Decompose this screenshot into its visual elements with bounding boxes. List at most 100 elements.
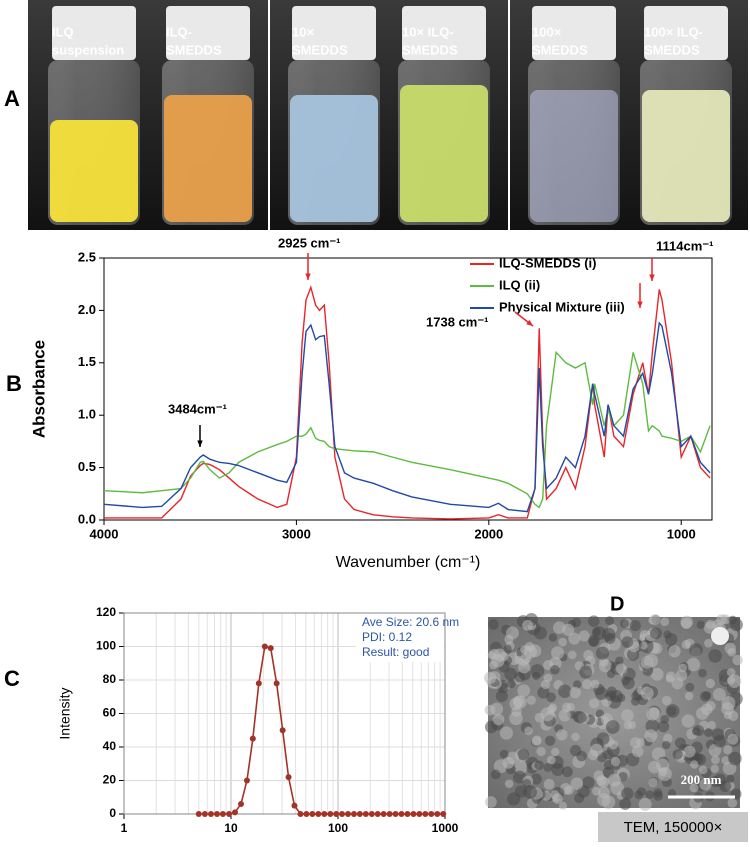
particle — [513, 695, 525, 707]
y-tick-label: 0.0 — [78, 511, 96, 526]
y-tick-label: 1.0 — [78, 407, 96, 422]
particle — [644, 729, 658, 743]
particle — [615, 663, 627, 675]
particle — [558, 801, 568, 810]
data-point — [333, 811, 340, 817]
particle — [636, 738, 645, 747]
particle — [657, 720, 670, 733]
data-point — [416, 811, 423, 817]
x-tick-label: 3000 — [282, 526, 311, 541]
particle — [672, 749, 683, 760]
particle — [550, 790, 560, 800]
plot-frame — [123, 612, 446, 815]
particle — [689, 783, 699, 793]
data-point — [440, 811, 447, 817]
vial-label: 100× — [532, 24, 562, 39]
particle — [721, 702, 734, 716]
data-point — [219, 811, 226, 817]
particle — [686, 657, 701, 672]
particle — [523, 645, 537, 659]
particle — [504, 779, 514, 789]
particle — [596, 775, 607, 786]
particle — [719, 780, 731, 793]
particle — [534, 760, 544, 770]
arrow-head — [305, 273, 311, 280]
vial-liquid — [530, 90, 618, 222]
particle — [662, 695, 672, 706]
particle — [730, 618, 743, 632]
particle — [596, 732, 610, 745]
data-point — [267, 645, 274, 652]
particle — [606, 669, 616, 679]
x-tick-label: 100 — [328, 821, 348, 835]
particle — [713, 734, 726, 748]
particle — [627, 720, 637, 730]
particle — [727, 798, 738, 808]
particle — [562, 623, 575, 636]
particle — [558, 637, 568, 647]
particle — [640, 686, 654, 700]
particle — [723, 745, 733, 755]
data-line — [103, 321, 711, 513]
particle — [569, 686, 581, 699]
data-point — [285, 774, 292, 781]
particle — [653, 791, 663, 801]
annotation: 1114cm⁻¹ — [656, 238, 713, 253]
particle — [506, 679, 516, 689]
annotation-box — [356, 614, 444, 662]
particle — [707, 721, 717, 730]
particle — [698, 668, 707, 678]
particle — [558, 709, 571, 722]
particle — [556, 729, 568, 741]
particle — [579, 665, 593, 679]
particle — [701, 703, 713, 716]
particle — [550, 664, 560, 675]
particle — [570, 777, 584, 790]
data-point — [428, 811, 435, 817]
particle — [649, 614, 661, 626]
scale-label: 200 nm — [681, 772, 722, 787]
particle — [507, 792, 521, 806]
particle — [582, 679, 593, 690]
x-tick-label: 1000 — [667, 526, 696, 541]
arrow-head — [649, 274, 655, 281]
particle — [551, 763, 565, 777]
y-tick-label: 0 — [109, 806, 116, 820]
tem-particles — [484, 613, 743, 811]
data-point — [303, 811, 310, 817]
particle — [588, 698, 600, 709]
particle — [543, 762, 553, 772]
particle — [663, 630, 672, 639]
particle — [726, 774, 735, 783]
particle — [705, 678, 716, 689]
particle — [546, 692, 556, 703]
arrow-head — [526, 319, 533, 326]
particle — [537, 686, 550, 699]
particle — [509, 711, 523, 726]
particle — [648, 707, 661, 719]
particle — [709, 775, 722, 788]
data-point — [392, 811, 399, 817]
y-tick-label: 0.5 — [78, 459, 96, 474]
particle — [523, 785, 537, 799]
data-point — [309, 811, 316, 817]
particle — [526, 695, 536, 705]
vial-liquid — [400, 85, 488, 222]
y-tick-label: 2.0 — [78, 302, 96, 317]
particle — [598, 786, 610, 799]
data-point — [255, 680, 262, 687]
particle — [645, 790, 654, 799]
panel-label: D — [610, 593, 624, 615]
particle — [492, 713, 505, 726]
vial-label: SMEDDS — [644, 42, 700, 57]
legend-label: ILQ (ii) — [499, 277, 540, 292]
particle — [574, 711, 587, 724]
data-point — [249, 735, 256, 742]
particle — [517, 748, 530, 761]
particle — [551, 646, 565, 660]
data-point — [232, 809, 239, 816]
particle — [648, 777, 658, 788]
particle — [683, 745, 696, 758]
data-point — [362, 811, 369, 817]
